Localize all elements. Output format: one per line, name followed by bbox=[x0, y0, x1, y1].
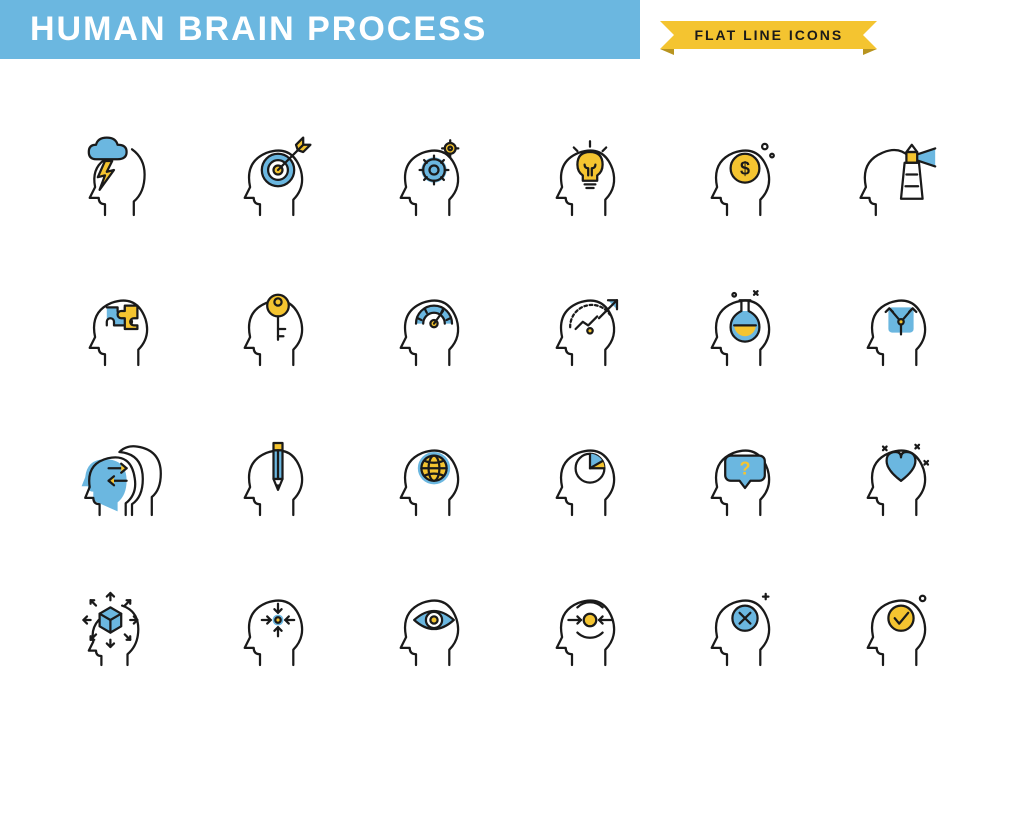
communication-icon bbox=[60, 419, 186, 539]
3d-thinking-icon bbox=[60, 569, 186, 689]
subtitle-text: FLAT LINE ICONS bbox=[674, 21, 863, 49]
performance-gauge-icon bbox=[371, 269, 497, 389]
puzzle-mind-icon bbox=[60, 269, 186, 389]
money-mind-icon: $ bbox=[683, 119, 809, 239]
thinking-gear-icon bbox=[371, 119, 497, 239]
global-mind-icon bbox=[371, 419, 497, 539]
key-solution-icon bbox=[216, 269, 342, 389]
icon-grid: $ bbox=[0, 59, 1024, 729]
emotion-heart-icon bbox=[838, 419, 964, 539]
growth-arrow-icon bbox=[527, 269, 653, 389]
question-icon: ? bbox=[683, 419, 809, 539]
reject-cross-icon bbox=[683, 569, 809, 689]
concentration-icon bbox=[527, 569, 653, 689]
approve-check-icon bbox=[838, 569, 964, 689]
creative-pencil-icon bbox=[216, 419, 342, 539]
vision-lighthouse-icon bbox=[838, 119, 964, 239]
header-banner: HUMAN BRAIN PROCESS FLAT LINE ICONS bbox=[0, 0, 1024, 59]
target-icon bbox=[216, 119, 342, 239]
focus-target-icon bbox=[216, 569, 342, 689]
idea-bulb-icon bbox=[527, 119, 653, 239]
vision-eye-icon bbox=[371, 569, 497, 689]
subtitle-ribbon: FLAT LINE ICONS bbox=[674, 21, 863, 49]
experiment-flask-icon bbox=[683, 269, 809, 389]
svg-text:$: $ bbox=[740, 159, 750, 179]
decision-fork-icon bbox=[838, 269, 964, 389]
page-title: HUMAN BRAIN PROCESS bbox=[0, 0, 640, 59]
analytics-pie-icon bbox=[527, 419, 653, 539]
brainstorm-icon bbox=[60, 119, 186, 239]
svg-text:?: ? bbox=[740, 459, 751, 479]
